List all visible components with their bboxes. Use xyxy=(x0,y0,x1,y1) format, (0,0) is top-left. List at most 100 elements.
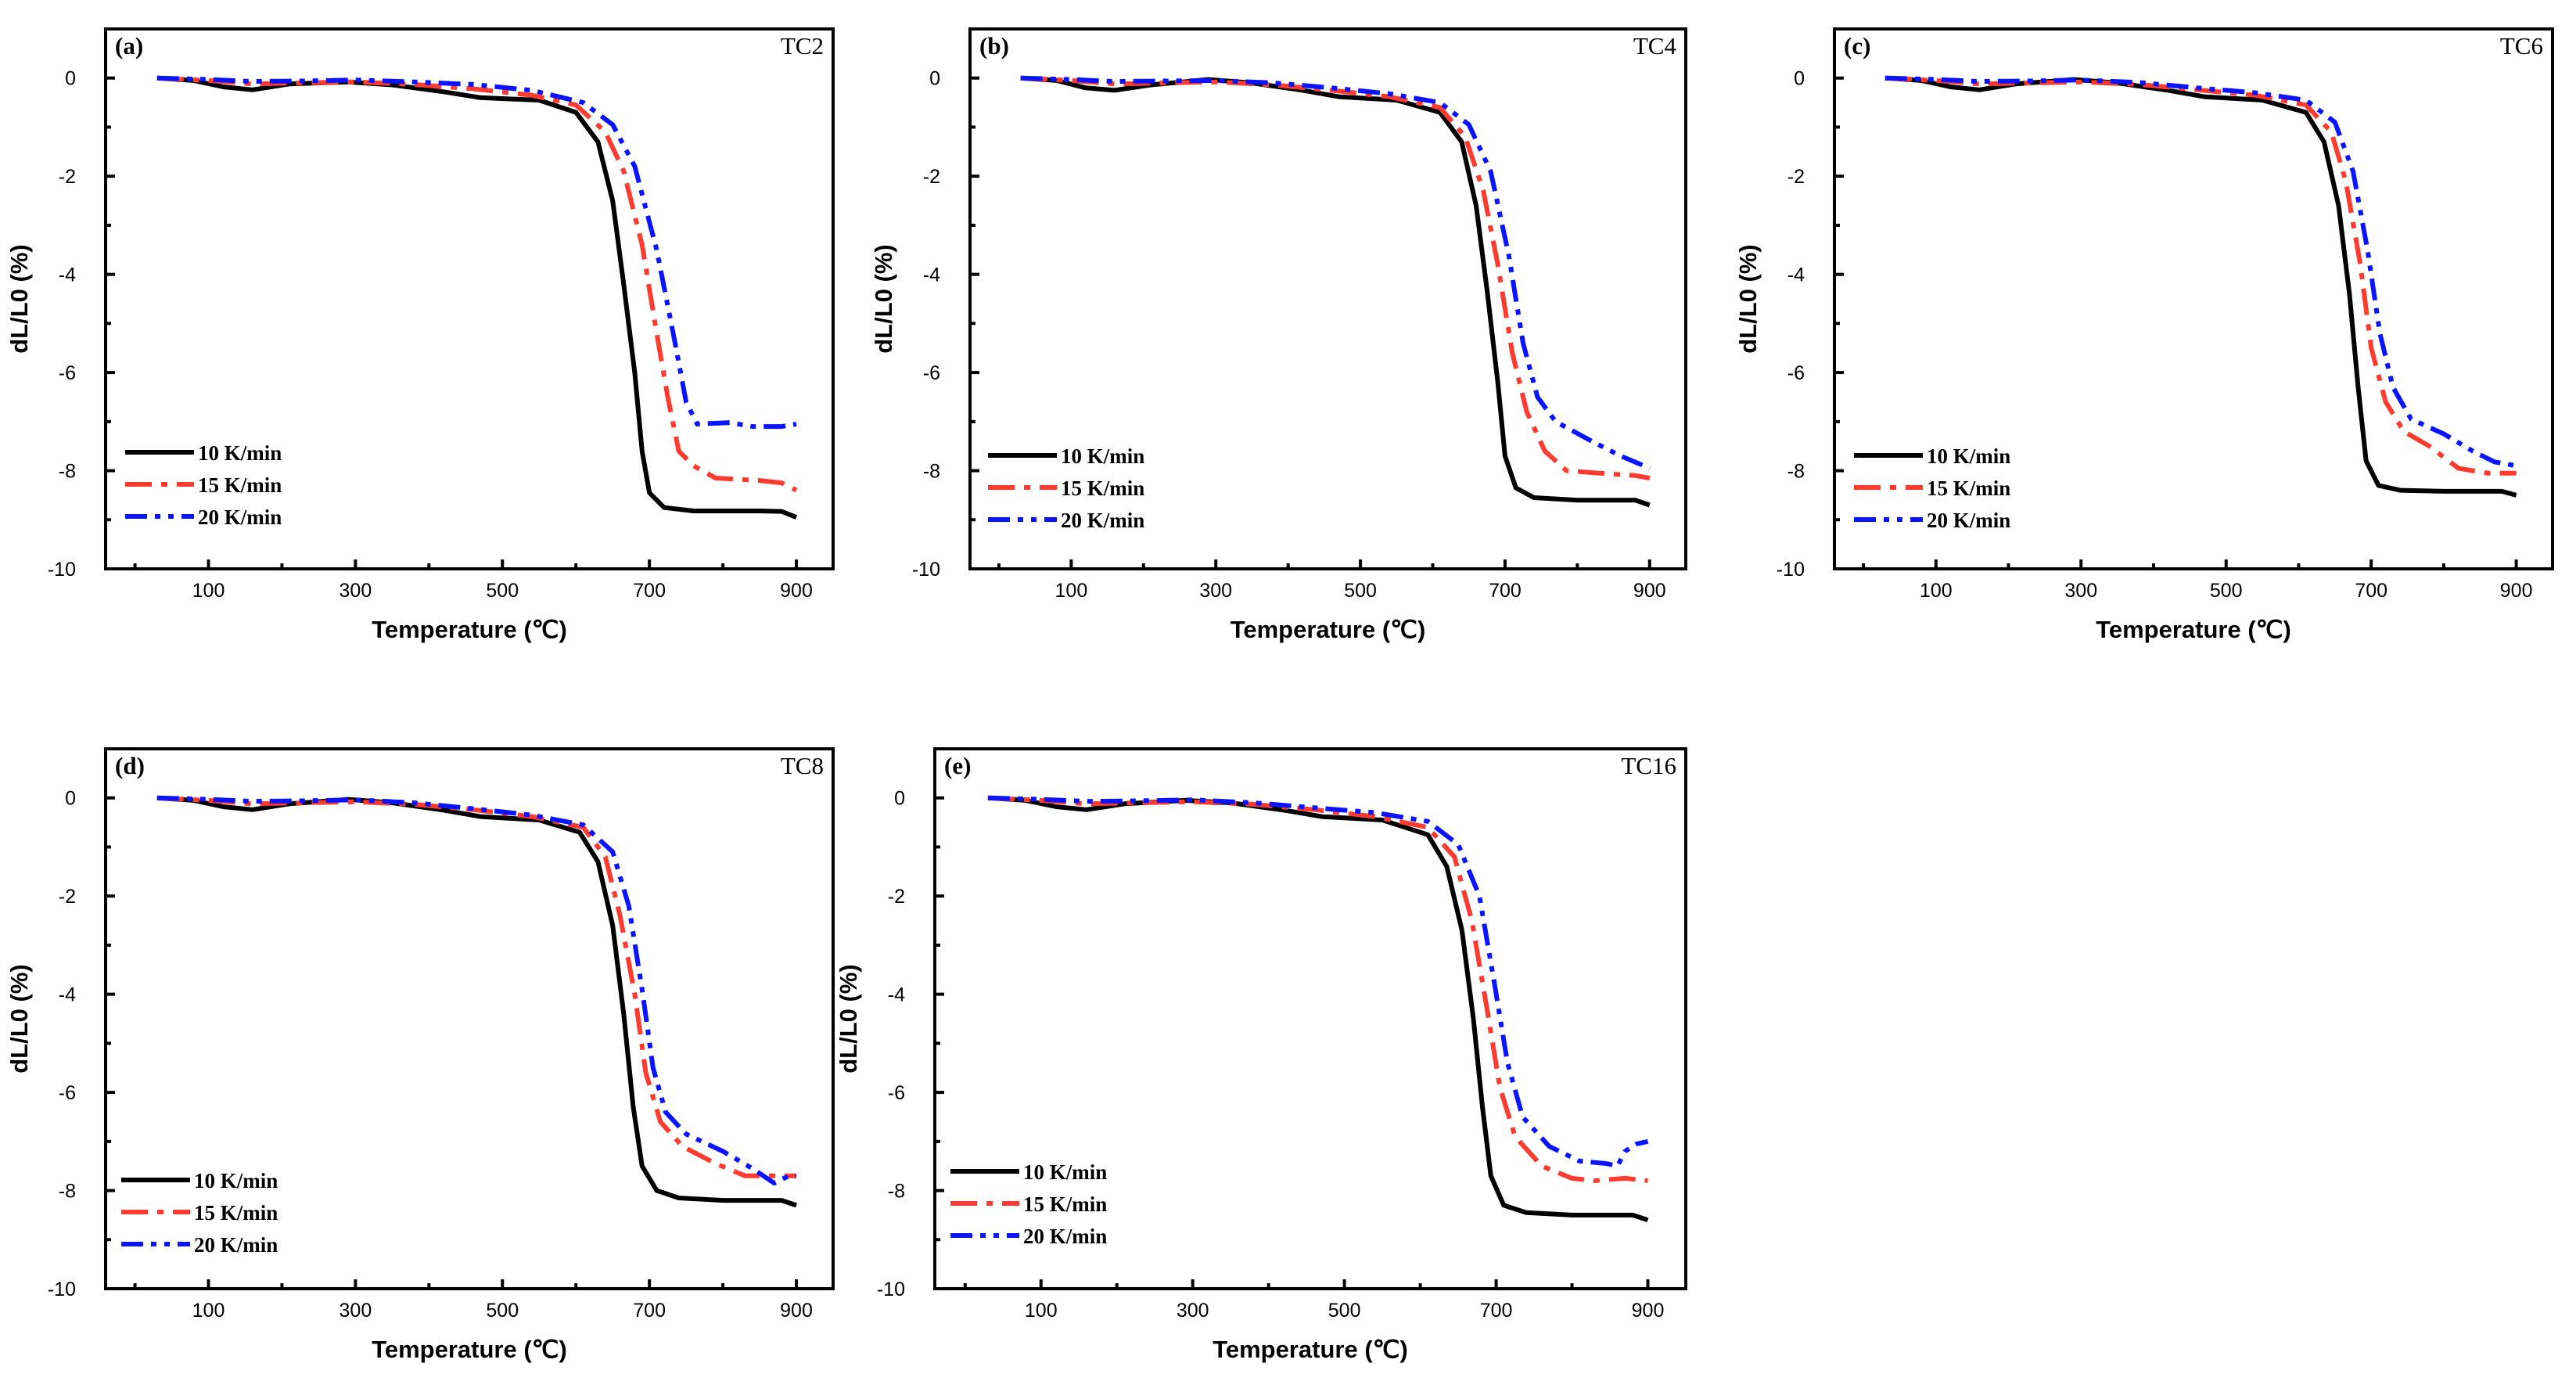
chart-b-legend-label: 20 K/min xyxy=(1061,509,1144,532)
chart-b-legend-label: 15 K/min xyxy=(1061,477,1144,500)
chart-e-xtick-label: 900 xyxy=(1632,1300,1665,1322)
chart-a-xtick-label: 100 xyxy=(192,580,225,602)
chart-a-title: TC2 xyxy=(781,32,824,59)
chart-a-panel-label: (a) xyxy=(115,32,143,59)
chart-e-legend-label: 15 K/min xyxy=(1023,1192,1107,1216)
chart-d-ytick-label: -4 xyxy=(59,984,76,1006)
chart-c-ytick-label: 0 xyxy=(1794,68,1805,90)
chart-d-ytick-label: -2 xyxy=(59,886,76,908)
chart-b-ytick-label: 0 xyxy=(929,68,940,90)
chart-c-ytick-label: -10 xyxy=(1777,559,1805,581)
chart-d-x-axis-label: Temperature (℃) xyxy=(372,1336,567,1363)
chart-e-xtick-label: 100 xyxy=(1025,1300,1058,1322)
chart-b-xtick-label: 500 xyxy=(1344,580,1377,602)
chart-d-series-3-line xyxy=(156,795,796,1186)
chart-d-ytick-label: -8 xyxy=(59,1181,76,1203)
chart-a-ytick-label: -10 xyxy=(48,559,76,581)
chart-a-legend-label: 20 K/min xyxy=(198,505,282,529)
chart-c-ytick-label: -4 xyxy=(1787,264,1805,286)
chart-e-xtick-label: 500 xyxy=(1328,1300,1361,1322)
chart-b-ytick-label: -6 xyxy=(923,362,940,384)
chart-b-y-axis-label: dL/L0 (%) xyxy=(870,244,897,354)
chart-d-xtick-label: 300 xyxy=(340,1300,372,1322)
chart-d-xtick-label: 700 xyxy=(633,1300,666,1322)
chart-b-xtick-label: 700 xyxy=(1489,580,1522,602)
chart-d-ytick-label: -6 xyxy=(59,1082,76,1104)
chart-d-ytick-label: 0 xyxy=(65,788,76,810)
chart-a-legend-label: 15 K/min xyxy=(198,473,282,497)
chart-e-ytick-label: -2 xyxy=(888,886,905,908)
chart-b-ytick-label: -8 xyxy=(923,461,940,483)
chart-b-ytick-label: -2 xyxy=(923,166,940,188)
chart-b-x-axis-label: Temperature (℃) xyxy=(1231,616,1426,643)
chart-a-series-3-line xyxy=(156,75,797,430)
chart-a-ytick-label: -2 xyxy=(59,166,76,188)
chart-e-legend-label: 20 K/min xyxy=(1023,1225,1107,1248)
chart-c-xtick-label: 700 xyxy=(2355,580,2387,602)
chart-d-ytick-label: -10 xyxy=(48,1279,76,1300)
chart-e-plot-frame xyxy=(933,747,1687,1290)
chart-d-series-1-line xyxy=(156,795,797,1208)
chart-e-ytick-label: -4 xyxy=(888,984,905,1006)
chart-e-ytick-label: -8 xyxy=(888,1181,905,1203)
chart-d-panel-label: (d) xyxy=(115,752,145,779)
chart-d-xtick-label: 100 xyxy=(192,1300,225,1322)
chart-a-legend-label: 10 K/min xyxy=(198,441,282,465)
chart-c-xtick-label: 900 xyxy=(2500,580,2533,602)
chart-b-legend-label: 10 K/min xyxy=(1061,444,1144,468)
chart-e-ytick-label: -10 xyxy=(877,1279,905,1300)
chart-e-ytick-label: 0 xyxy=(894,788,905,810)
chart-e-series-3-line xyxy=(987,795,1649,1169)
chart-c-legend-label: 15 K/min xyxy=(1927,477,2010,500)
chart-e-title: TC16 xyxy=(1621,752,1676,779)
chart-a-xtick-label: 500 xyxy=(486,580,519,602)
chart-e-ytick-label: -6 xyxy=(888,1082,905,1104)
chart-c-panel: 100 300 500 700 900 0 -2 -4 -6 -8 -10 Temperature (… xyxy=(1734,27,2554,643)
chart-e-x-axis-label: Temperature (℃) xyxy=(1213,1336,1408,1363)
chart-d-xtick-label: 500 xyxy=(486,1300,519,1322)
chart-c-y-axis-label: dL/L0 (%) xyxy=(1734,244,1762,354)
chart-d-legend-label: 20 K/min xyxy=(194,1233,278,1257)
chart-b-panel: 100 300 500 700 900 0 -2 -4 -6 -8 -10 Temperature (… xyxy=(870,27,1687,643)
chart-c-legend-label: 20 K/min xyxy=(1927,509,2010,532)
chart-c-series-1-line xyxy=(1884,75,2517,498)
chart-b-series-1-line xyxy=(1020,75,1651,508)
chart-c-series-2-line xyxy=(1884,75,2517,476)
chart-d-title: TC8 xyxy=(781,752,824,779)
chart-e-panel-label: (e) xyxy=(944,752,971,779)
chart-d-xtick-label: 900 xyxy=(780,1300,813,1322)
chart-a-ytick-label: 0 xyxy=(65,68,76,90)
chart-b-xtick-label: 300 xyxy=(1199,580,1232,602)
chart-a-xtick-label: 300 xyxy=(340,580,372,602)
chart-a-ytick-label: -6 xyxy=(59,362,76,384)
chart-d-legend-label: 15 K/min xyxy=(194,1201,278,1225)
chart-a-panel: 100 300 500 700 900 0 -2 -4 -6 -8 -10 Temperature (… xyxy=(5,27,835,643)
chart-c-xtick-label: 100 xyxy=(1920,580,1953,602)
chart-a-plot-frame xyxy=(104,27,835,570)
chart-a-ytick-label: -8 xyxy=(59,461,76,483)
chart-a-x-axis-label: Temperature (℃) xyxy=(372,616,567,643)
chart-b-title: TC4 xyxy=(1633,32,1677,59)
chart-c-panel-label: (c) xyxy=(1844,32,1870,59)
chart-b-panel-label: (b) xyxy=(979,32,1009,59)
chart-c-title: TC6 xyxy=(2500,32,2543,59)
chart-c-ytick-label: -2 xyxy=(1787,166,1805,188)
chart-c-legend-label: 10 K/min xyxy=(1927,444,2010,468)
chart-d-y-axis-label: dL/L0 (%) xyxy=(5,964,33,1074)
chart-b-ytick-label: -4 xyxy=(923,264,940,286)
chart-c-x-axis-label: Temperature (℃) xyxy=(2096,616,2291,643)
chart-a-series-2-line xyxy=(156,75,798,493)
chart-b-plot-frame xyxy=(968,27,1687,570)
chart-d-legend-label: 10 K/min xyxy=(194,1169,278,1192)
chart-e-legend-label: 10 K/min xyxy=(1023,1160,1107,1184)
chart-a-xtick-label: 700 xyxy=(633,580,666,602)
chart-a-xtick-label: 900 xyxy=(780,580,813,602)
chart-c-ytick-label: -8 xyxy=(1787,461,1805,483)
chart-a-y-axis-label: dL/L0 (%) xyxy=(5,244,33,354)
chart-b-series-3-line xyxy=(1020,75,1651,471)
chart-e-y-axis-label: dL/L0 (%) xyxy=(835,964,862,1074)
chart-b-xtick-label: 100 xyxy=(1055,580,1088,602)
chart-e-series-1-line xyxy=(987,795,1649,1223)
chart-e-xtick-label: 300 xyxy=(1177,1300,1209,1322)
